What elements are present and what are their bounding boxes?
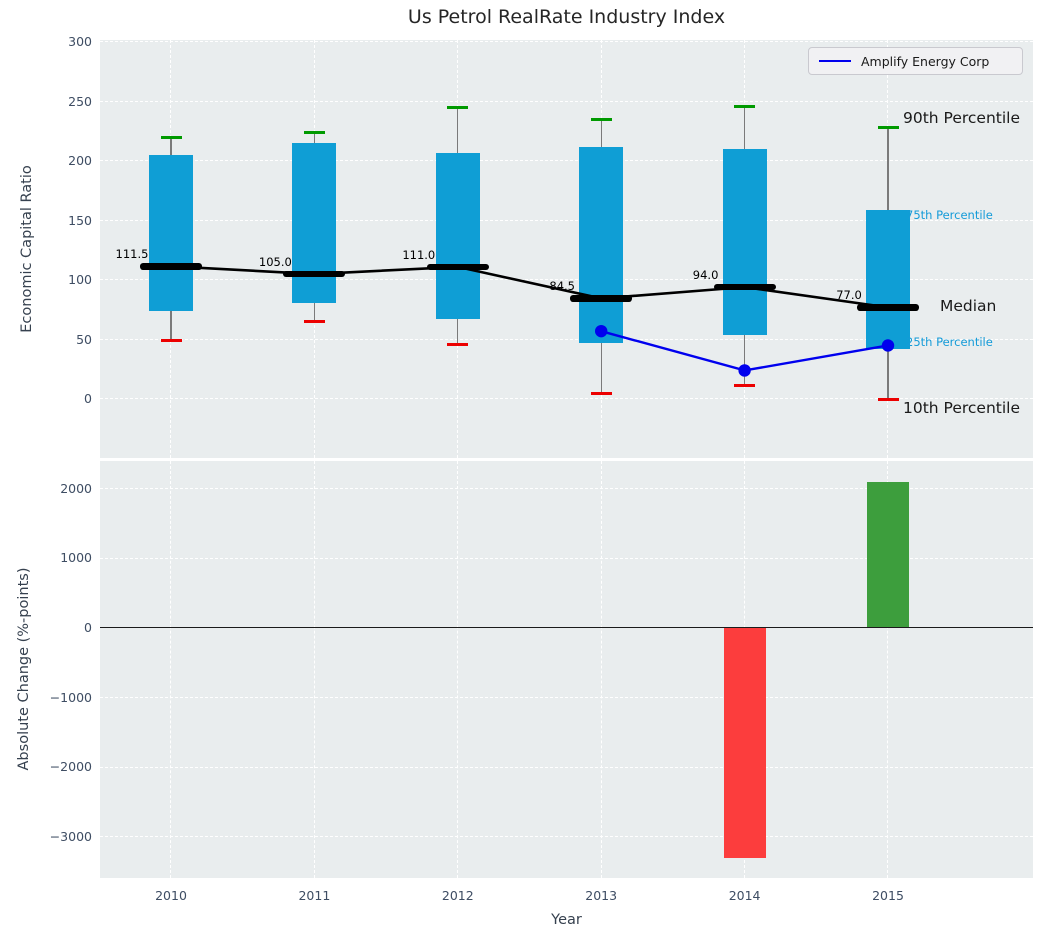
gridline-v <box>887 461 889 878</box>
bottom-ytick-1000: 1000 <box>60 550 92 566</box>
median-value-label-2011: 105.0 <box>258 255 292 270</box>
whisker-cap-90th-2014 <box>734 104 756 108</box>
whisker-cap-10th-2011 <box>303 320 325 324</box>
gridline-h <box>100 160 1033 162</box>
bottom-ytick--3000: −3000 <box>49 829 92 845</box>
gridline-h <box>100 766 1033 768</box>
annotation-10th-percentile: 10th Percentile <box>903 399 1021 417</box>
median-segment-2012 <box>426 263 489 271</box>
whisker-cap-90th-2010 <box>160 135 182 139</box>
legend-label: Amplify Energy Corp <box>861 53 990 69</box>
zero-line <box>100 627 1033 629</box>
median-value-label-2012: 111.0 <box>402 247 436 262</box>
median-segment-2015 <box>857 304 919 311</box>
legend: Amplify Energy Corp <box>808 47 1023 75</box>
gridline-v <box>600 461 602 878</box>
gridline-h <box>100 697 1033 698</box>
median-segment-2011 <box>283 270 346 278</box>
gridline-v <box>457 461 459 878</box>
bottom-axes <box>100 461 1033 878</box>
whisker-cap-10th-2015 <box>877 397 899 401</box>
gridline-h <box>100 836 1033 838</box>
bottom-ytick-2000: 2000 <box>60 480 92 496</box>
top-ytick-50: 50 <box>76 331 92 347</box>
box-2014 <box>722 149 767 335</box>
median-segment-2010 <box>140 263 202 270</box>
legend-line-sample <box>819 60 851 62</box>
box-2015 <box>866 209 910 349</box>
xtick-2015: 2015 <box>872 888 904 903</box>
box-2013 <box>579 146 624 344</box>
gridline-h <box>100 398 1033 400</box>
gridline-h <box>100 557 1033 559</box>
whisker-cap-90th-2012 <box>447 105 469 109</box>
whisker-cap-90th-2013 <box>590 117 612 121</box>
gridline-h <box>100 41 1033 43</box>
top-ytick-0: 0 <box>84 391 92 406</box>
box-2010 <box>149 155 193 311</box>
annotation-25th-percentile: 25th Percentile <box>906 335 993 349</box>
annotation-75th-percentile: 75th Percentile <box>906 208 993 222</box>
gridline-h <box>100 100 1033 102</box>
median-segment-2013 <box>570 295 633 302</box>
whisker-cap-90th-2011 <box>303 130 325 134</box>
x-axis-label: Year <box>551 912 582 928</box>
xtick-2012: 2012 <box>441 888 474 903</box>
bottom-ytick--2000: −2000 <box>49 759 92 775</box>
median-value-label-2014: 94.0 <box>692 268 719 283</box>
box-2012 <box>435 152 480 320</box>
gridline-h <box>100 219 1033 221</box>
chart-title: Us Petrol RealRate Industry Index <box>407 6 726 28</box>
top-y-axis-label: Economic Capital Ratio <box>19 165 35 333</box>
bar-2015 <box>867 481 909 628</box>
xtick-2010: 2010 <box>155 888 187 903</box>
whisker-cap-10th-2014 <box>734 384 756 388</box>
bottom-ytick-0: 0 <box>84 620 92 635</box>
annotation-90th-percentile: 90th Percentile <box>903 109 1021 127</box>
whisker-cap-10th-2010 <box>160 339 182 343</box>
xtick-2011: 2011 <box>298 888 331 903</box>
gridline-v <box>313 461 315 878</box>
top-ytick-100: 100 <box>68 272 92 287</box>
gridline-v <box>170 461 172 878</box>
median-value-label-2013: 84.5 <box>549 279 575 294</box>
whisker-cap-10th-2012 <box>447 342 469 346</box>
top-ytick-300: 300 <box>68 34 92 49</box>
box-2011 <box>292 143 337 303</box>
median-trend-line <box>170 265 889 309</box>
whisker-cap-10th-2013 <box>590 391 612 395</box>
gridline-h <box>100 487 1033 489</box>
top-ytick-200: 200 <box>68 153 92 168</box>
median-segment-2014 <box>713 283 776 291</box>
top-ytick-250: 250 <box>68 93 92 109</box>
gridline-h <box>100 338 1033 340</box>
whisker-cap-90th-2015 <box>877 126 899 130</box>
bottom-y-axis-label: Absolute Change (%-points) <box>16 567 32 771</box>
bar-2014 <box>723 628 766 858</box>
top-ytick-150: 150 <box>68 212 92 228</box>
bottom-ytick--1000: −1000 <box>49 689 92 705</box>
xtick-2014: 2014 <box>728 888 761 903</box>
median-value-label-2015: 77.0 <box>836 288 862 303</box>
annotation-median: Median <box>940 297 997 315</box>
xtick-2013: 2013 <box>585 888 618 903</box>
median-value-label-2010: 111.5 <box>115 247 149 262</box>
top-axes: 111.5 105.0 111.0 84.5 94.0 77.0 <box>100 40 1033 458</box>
